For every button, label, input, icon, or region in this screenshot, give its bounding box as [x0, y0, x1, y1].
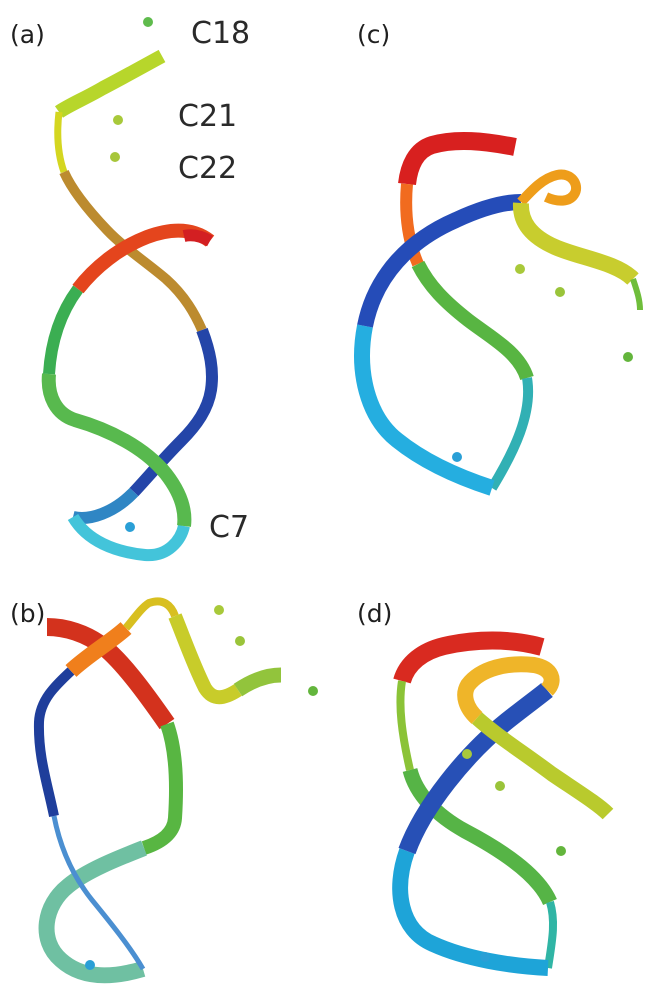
ribbon-d-segment-5 [392, 848, 549, 976]
ribbon-c-segment-2 [400, 183, 424, 267]
marker-c-1 [515, 264, 525, 274]
ribbon-d-segment-4 [544, 900, 558, 969]
marker-d-1 [462, 749, 472, 759]
ribbon-c-segment-8 [512, 202, 639, 286]
ribbon-a-segment-10 [182, 229, 213, 247]
ribbon-a-segment-5 [71, 487, 139, 524]
marker-a-c7 [125, 522, 135, 532]
atom-label-c7: C7 [209, 510, 249, 545]
marker-d-3 [556, 846, 566, 856]
ribbon-a-segment-8 [43, 285, 83, 375]
ribbon-d-segment-8 [471, 712, 614, 820]
atom-label-c18: C18 [191, 16, 250, 51]
ribbon-d-segment-1 [393, 631, 545, 685]
ribbon-d-segment-7 [457, 656, 560, 724]
ribbon-b-segment-7 [122, 597, 179, 631]
ribbon-b-segment-8 [168, 613, 242, 705]
marker-b-1 [214, 605, 224, 615]
marker-c-2 [555, 287, 565, 297]
ribbon-a-segment-6 [67, 513, 190, 562]
panel-label-b: (b) [10, 599, 45, 628]
marker-d-2 [495, 781, 505, 791]
marker-a-c18 [143, 17, 153, 27]
ribbon-c-segment-6 [357, 194, 522, 328]
atom-label-c21: C21 [178, 99, 237, 134]
ribbon-b-segment-6 [65, 622, 132, 677]
marker-c-3 [623, 352, 633, 362]
ribbon-b-segment-4 [51, 815, 146, 971]
ribbon-d-segment-2 [396, 680, 414, 771]
ribbon-a-segment-1 [54, 49, 166, 118]
marker-a-c22 [110, 152, 120, 162]
panel-label-c: (c) [357, 20, 390, 49]
ribbon-c-segment-4 [487, 377, 534, 491]
ribbon-c [354, 131, 643, 496]
marker-b-4 [85, 960, 95, 970]
marker-d-4 [480, 952, 490, 962]
ribbon-b [33, 597, 282, 984]
ribbon-a-segment-7 [41, 373, 192, 527]
panel-label-a: (a) [10, 20, 45, 49]
marker-b-3 [308, 686, 318, 696]
marker-a-c21 [113, 115, 123, 125]
ribbon-b-segment-2 [141, 721, 184, 855]
ribbon-a-segment-2 [54, 111, 68, 174]
ribbon-a [41, 49, 218, 562]
ribbon-c-segment-7 [517, 169, 581, 206]
marker-c-4 [452, 452, 462, 462]
ribbon-b-segment-9 [233, 667, 282, 697]
ribbon-c-segment-1 [398, 131, 517, 186]
ribbon-a-segment-4 [129, 327, 218, 497]
ribbon-d-segment-3 [402, 767, 557, 906]
ribbon-c-segment-3 [411, 260, 534, 381]
atom-label-c22: C22 [178, 151, 237, 186]
panel-label-d: (d) [357, 599, 392, 628]
marker-b-2 [235, 636, 245, 646]
ribbon-c-segment-9 [630, 278, 643, 311]
ribbon-b-segment-3 [38, 840, 147, 984]
ribbon-b-segment-5 [33, 667, 75, 818]
ribbon-d [392, 631, 614, 976]
ribbon-c-segment-5 [354, 324, 495, 496]
